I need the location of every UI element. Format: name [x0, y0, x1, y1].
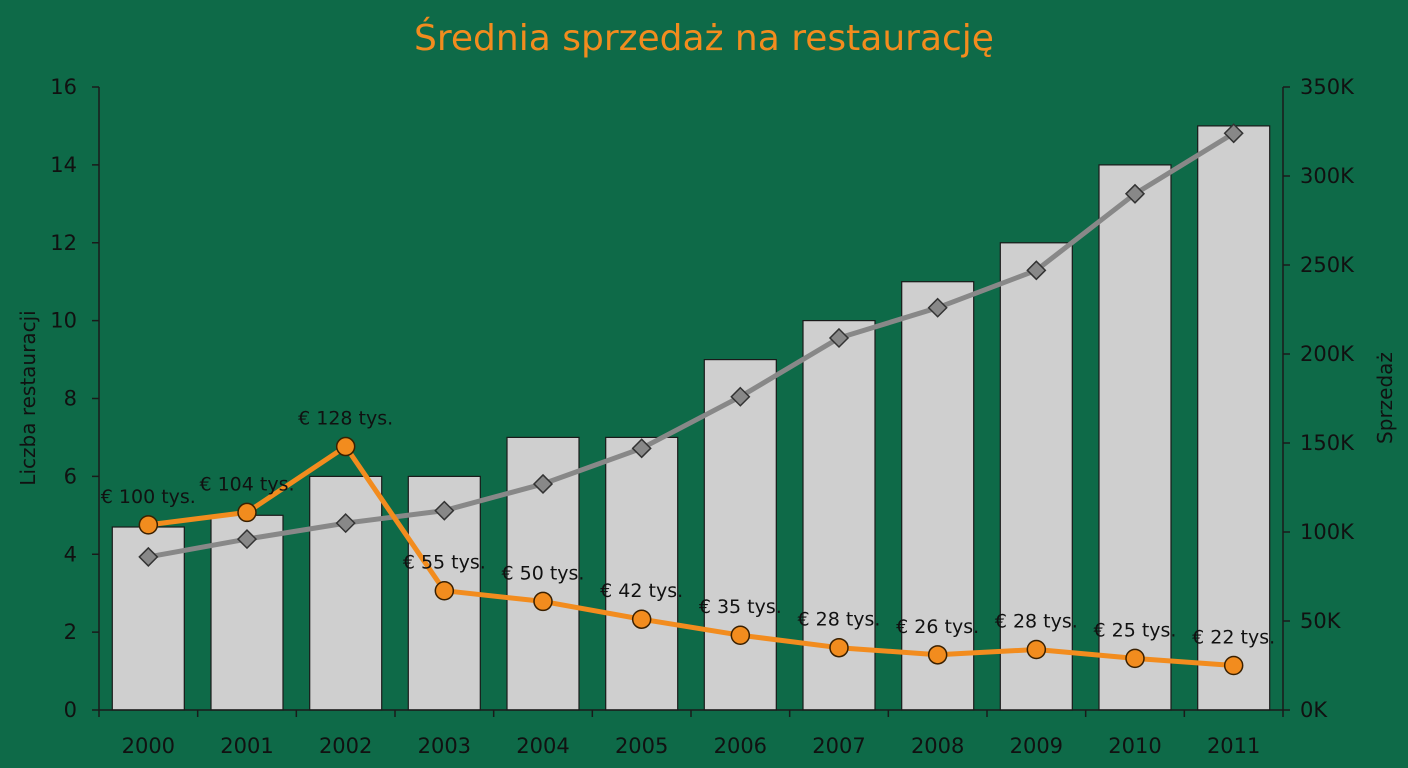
diamond-marker-2010 — [1124, 183, 1146, 204]
right-tick-label: 150K — [1300, 431, 1355, 455]
data-labels: € 100 tys.€ 104 tys. € 128 tys. € 55 tys. €… — [101, 408, 1275, 649]
left-tick-label: 2 — [64, 620, 77, 644]
circle-marker-2010 — [1125, 648, 1145, 669]
diamond-marker-2002 — [335, 513, 356, 534]
left-tick-label: 14 — [50, 153, 77, 177]
chart-title: Średnia sprzedaż na restaurację — [414, 17, 994, 59]
circle-marker-2009 — [1026, 639, 1047, 660]
right-tick-label: 0K — [1300, 698, 1328, 722]
x-tick-label-2000: 2000 — [122, 734, 175, 758]
x-tick-label-2010: 2010 — [1108, 734, 1161, 758]
bar-series — [111, 125, 1271, 711]
right-tick-label: 300K — [1300, 164, 1355, 188]
data-label-2009: € 28 tys. — [995, 610, 1078, 632]
diamond-marker-2006 — [730, 386, 751, 407]
right-tick-label: 50K — [1300, 609, 1342, 633]
data-label-2008: € 26 tys. — [896, 616, 979, 638]
circle-marker-2001 — [237, 502, 257, 523]
line-circle-series — [147, 444, 1234, 668]
left-tick-label: 10 — [50, 309, 77, 333]
left-tick-label: 6 — [64, 464, 77, 488]
left-tick-label: 8 — [64, 387, 77, 411]
data-label-2006: € 35 tys. — [699, 596, 782, 618]
diamond-marker-2001 — [236, 529, 258, 550]
circle-marker-2004 — [533, 591, 553, 612]
bar-2011 — [1197, 125, 1271, 711]
right-tick-label: 350K — [1300, 75, 1355, 99]
right-tick-label: 100K — [1300, 520, 1355, 544]
data-label-2011: € 22 tys. — [1192, 627, 1275, 649]
left-tick-label: 0 — [64, 698, 77, 722]
diamond-marker-2009 — [1026, 260, 1047, 281]
data-label-2004: € 50 tys. — [502, 562, 585, 584]
circle-marker-2011 — [1223, 655, 1244, 676]
diamond-marker-2007 — [828, 327, 850, 349]
x-tick-label-2003: 2003 — [418, 734, 471, 758]
x-tick-label-2007: 2007 — [812, 734, 865, 758]
x-tick-label-2011: 2011 — [1207, 734, 1260, 758]
circle-marker-2006 — [730, 625, 751, 645]
line-series — [138, 123, 1244, 676]
data-label-2000: € 100 tys. — [101, 486, 196, 508]
circle-marker-2003 — [434, 580, 455, 601]
circle-marker-2000 — [138, 515, 159, 535]
x-tick-label-2001: 2001 — [220, 734, 273, 758]
circle-marker-2005 — [631, 609, 652, 629]
bar-2010 — [1098, 164, 1172, 711]
bar-2002 — [309, 475, 383, 711]
bar-2005 — [605, 436, 679, 711]
x-tick-label-2006: 2006 — [714, 734, 767, 758]
diamond-marker-2003 — [434, 500, 455, 521]
left-tick-label: 4 — [64, 542, 77, 566]
left-tick-label: 16 — [50, 75, 77, 99]
axes: 0 2 4 6 8 10 12 14 16 0K 50K 100K 150K 200K 250K 300K 35… — [50, 75, 1355, 758]
right-axis-title: Sprzedaż — [1373, 352, 1397, 444]
data-label-2010: € 25 tys. — [1094, 619, 1177, 641]
diamond-marker-2008 — [927, 297, 948, 318]
x-tick-label-2002: 2002 — [319, 734, 372, 758]
line-diamond-series — [147, 131, 1236, 560]
circle-marker-2007 — [829, 637, 849, 658]
diamond-marker-2011 — [1223, 123, 1244, 144]
x-tick-label-2005: 2005 — [615, 734, 668, 758]
circle-marker-2002 — [335, 436, 356, 457]
x-tick-label-2009: 2009 — [1010, 734, 1063, 758]
data-label-2002: € 128 tys. — [298, 408, 393, 430]
right-tick-label: 250K — [1300, 253, 1355, 277]
data-label-2003: € 55 tys. — [403, 552, 486, 574]
right-tick-label: 200K — [1300, 342, 1355, 366]
diamond-marker-2000 — [138, 546, 159, 567]
data-label-2005: € 42 tys. — [600, 580, 683, 602]
diamond-marker-2005 — [631, 438, 652, 459]
x-tick-label-2004: 2004 — [516, 734, 569, 758]
circle-marker-2008 — [927, 645, 948, 665]
bar-2009 — [999, 242, 1073, 711]
data-label-2007: € 28 tys. — [798, 609, 881, 631]
data-label-2001: € 104 tys. — [199, 473, 294, 495]
left-tick-label: 12 — [50, 231, 77, 255]
left-axis-title: Liczba restauracji — [16, 310, 40, 485]
x-tick-label-2008: 2008 — [911, 734, 964, 758]
diamond-marker-2004 — [532, 473, 554, 495]
